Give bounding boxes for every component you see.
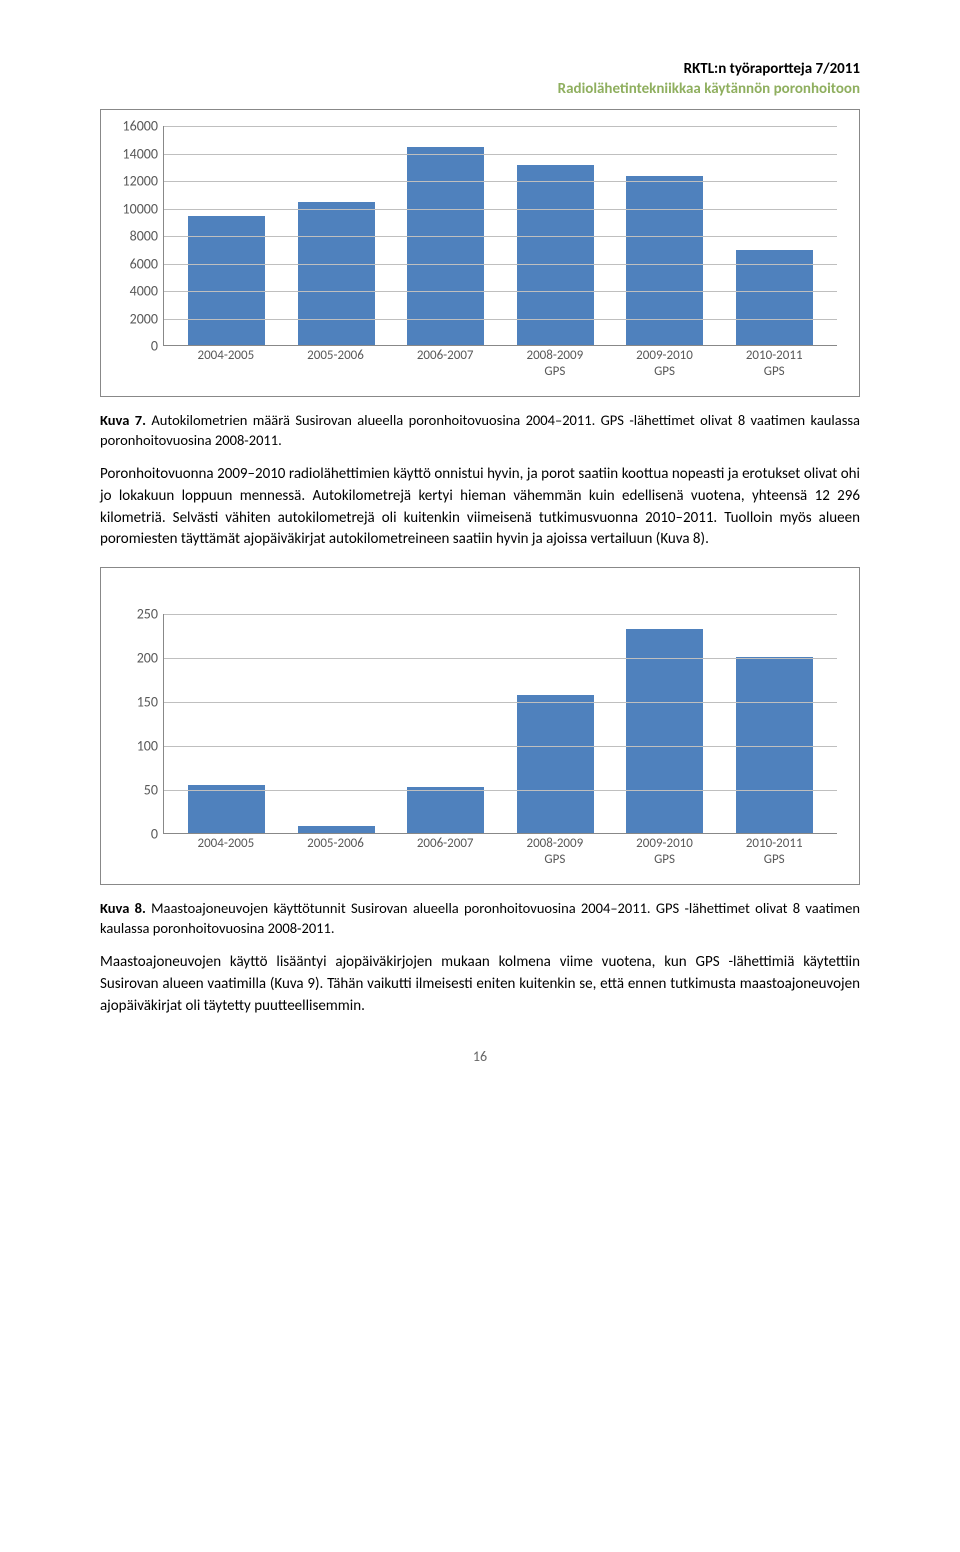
- chart-2-container: 050100150200250 2004-20052005-20062006-2…: [100, 567, 860, 885]
- chart-bar-slot: [720, 614, 830, 833]
- chart-2-plot-area: 050100150200250: [163, 614, 837, 834]
- chart-bar-slot: [391, 614, 501, 833]
- chart-y-tick-label: 6000: [112, 255, 158, 272]
- chart-y-tick-label: 2000: [112, 310, 158, 327]
- chart-gridline: [164, 154, 837, 155]
- chart-y-tick-label: 12000: [112, 173, 158, 190]
- chart-y-tick-label: 8000: [112, 228, 158, 245]
- chart-x-tick-label: 2004-2005: [171, 836, 281, 867]
- chart-y-tick-label: 0: [112, 826, 158, 843]
- chart-bar-slot: [501, 614, 611, 833]
- chart-y-tick-label: 16000: [112, 118, 158, 135]
- chart-gridline: [164, 790, 837, 791]
- chart-gridline: [164, 181, 837, 182]
- chart-bar-slot: [172, 614, 282, 833]
- figure-7-caption: Kuva 7. Autokilometrien määrä Susirovan …: [100, 411, 860, 450]
- chart-1-container: 0200040006000800010000120001400016000 20…: [100, 109, 860, 397]
- chart-bar-slot: [282, 614, 392, 833]
- chart-x-tick-label: 2005-2006: [281, 348, 391, 379]
- chart-y-tick-label: 4000: [112, 283, 158, 300]
- chart-x-tick-label: 2004-2005: [171, 348, 281, 379]
- chart-x-tick-label: 2008-2009GPS: [500, 836, 610, 867]
- chart-gridline: [164, 209, 837, 210]
- page-number: 16: [100, 1048, 860, 1065]
- chart-bar: [626, 176, 703, 345]
- chart-x-tick-label: 2005-2006: [281, 836, 391, 867]
- header-line-1: RKTL:n työraportteja 7/2011: [100, 60, 860, 80]
- chart-x-tick-label: 2010-2011GPS: [719, 348, 829, 379]
- page-header: RKTL:n työraportteja 7/2011 Radiolähetin…: [100, 60, 860, 99]
- chart-gridline: [164, 291, 837, 292]
- chart-y-tick-label: 0: [112, 338, 158, 355]
- figure-8-text: Maastoajoneuvojen käyttötunnit Susirovan…: [100, 899, 860, 937]
- chart-bar: [298, 202, 375, 345]
- chart-1-plot-area: 0200040006000800010000120001400016000: [163, 126, 837, 346]
- chart-y-tick-label: 50: [112, 782, 158, 799]
- chart-gridline: [164, 702, 837, 703]
- figure-7-text: Autokilometrien määrä Susirovan alueella…: [100, 411, 860, 449]
- paragraph-2: Maastoajoneuvojen käyttö lisääntyi ajopä…: [100, 952, 860, 1017]
- chart-gridline: [164, 614, 837, 615]
- chart-y-tick-label: 200: [112, 650, 158, 667]
- chart-x-tick-label: 2008-2009GPS: [500, 348, 610, 379]
- chart-bar: [188, 785, 265, 833]
- chart-y-tick-label: 10000: [112, 200, 158, 217]
- chart-bar: [736, 657, 813, 833]
- chart-1-x-labels: 2004-20052005-20062006-20072008-2009GPS2…: [163, 348, 837, 379]
- chart-bar: [407, 787, 484, 834]
- figure-7-label: Kuva 7.: [100, 411, 146, 429]
- chart-1: 0200040006000800010000120001400016000 20…: [163, 126, 837, 386]
- chart-y-tick-label: 150: [112, 694, 158, 711]
- chart-gridline: [164, 319, 837, 320]
- chart-gridline: [164, 658, 837, 659]
- chart-2-bars: [164, 614, 837, 833]
- chart-y-tick-label: 14000: [112, 145, 158, 162]
- chart-2-spacer: [113, 584, 847, 614]
- chart-x-tick-label: 2006-2007: [390, 348, 500, 379]
- figure-8-caption: Kuva 8. Maastoajoneuvojen käyttötunnit S…: [100, 899, 860, 938]
- chart-bar-slot: [610, 614, 720, 833]
- chart-gridline: [164, 126, 837, 127]
- chart-x-tick-label: 2009-2010GPS: [610, 348, 720, 379]
- chart-y-tick-label: 250: [112, 606, 158, 623]
- chart-y-tick-label: 100: [112, 738, 158, 755]
- chart-gridline: [164, 264, 837, 265]
- chart-bar: [298, 826, 375, 833]
- chart-x-tick-label: 2009-2010GPS: [610, 836, 720, 867]
- chart-bar: [626, 629, 703, 833]
- header-line-2: Radiolähetintekniikkaa käytännön poronho…: [100, 80, 860, 100]
- paragraph-1: Poronhoitovuonna 2009–2010 radiolähettim…: [100, 464, 860, 551]
- chart-2: 050100150200250 2004-20052005-20062006-2…: [163, 614, 837, 874]
- figure-8-label: Kuva 8.: [100, 899, 146, 917]
- chart-gridline: [164, 746, 837, 747]
- chart-bar: [517, 695, 594, 833]
- chart-bar: [407, 147, 484, 345]
- chart-x-tick-label: 2006-2007: [390, 836, 500, 867]
- chart-x-tick-label: 2010-2011GPS: [719, 836, 829, 867]
- chart-gridline: [164, 236, 837, 237]
- chart-2-x-labels: 2004-20052005-20062006-20072008-2009GPS2…: [163, 836, 837, 867]
